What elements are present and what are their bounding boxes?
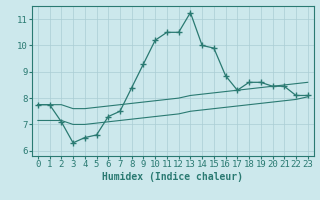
X-axis label: Humidex (Indice chaleur): Humidex (Indice chaleur) xyxy=(102,172,243,182)
